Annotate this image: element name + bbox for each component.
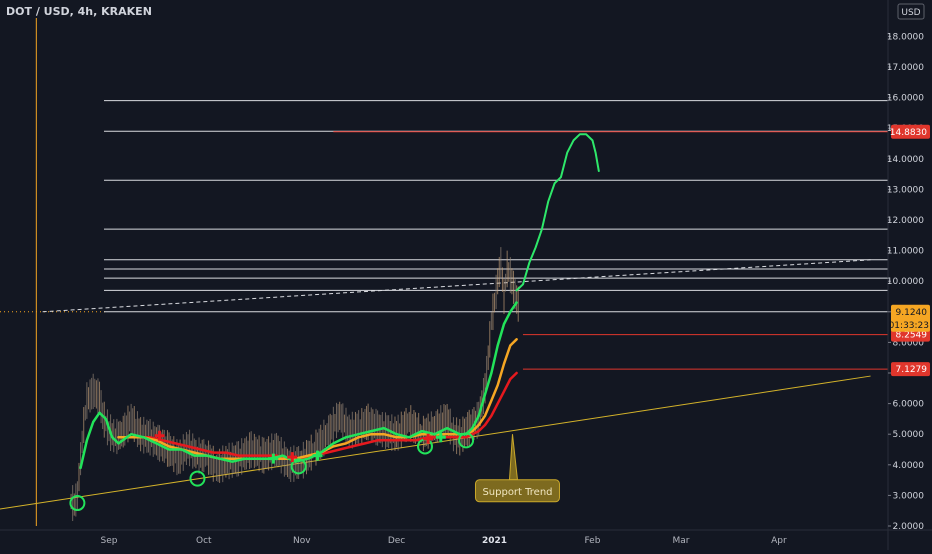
- dashed-trend-line: [42, 259, 871, 313]
- y-tick-label: 2.0000: [893, 522, 925, 532]
- level-price-tag: [891, 362, 930, 377]
- current-price-tag: [891, 304, 930, 332]
- x-tick-label: Nov: [293, 536, 311, 546]
- y-tick-label: 11.0000: [887, 247, 924, 257]
- y-tick-label: 10.0000: [887, 277, 924, 287]
- ma-fast-line: [79, 301, 518, 470]
- ma-mid-line: [117, 338, 518, 460]
- y-tick-label: 16.0000: [887, 94, 924, 104]
- currency-button-label[interactable]: USD: [901, 8, 920, 18]
- x-tick-label: Oct: [196, 536, 212, 546]
- currency-button[interactable]: USD: [897, 3, 925, 20]
- y-tick-label: 6.0000: [893, 400, 925, 410]
- target-price-tag-label: 14.8830: [890, 128, 927, 138]
- y-tick-label: 14.0000: [887, 155, 924, 165]
- y-tick-label: 13.0000: [887, 185, 924, 195]
- touch-circle: [458, 432, 475, 449]
- level-price-tag-label: 8.2549: [896, 331, 928, 341]
- countdown-label: 01:33:23: [889, 321, 929, 331]
- projection-line: [515, 133, 600, 292]
- drawing-layer: [0, 18, 888, 526]
- level-price-tag-label: 7.1279: [896, 365, 928, 375]
- support-annotation-label: Support Trend: [482, 487, 552, 498]
- x-tick-label: Apr: [771, 536, 787, 546]
- signal-cross: [268, 453, 279, 464]
- marks-layer: Support Trend: [69, 430, 560, 512]
- x-tick-label: Sep: [101, 536, 118, 546]
- support-trend-line: [0, 375, 871, 510]
- signal-cross: [154, 430, 165, 441]
- y-tick-label: 5.0000: [893, 430, 925, 440]
- touch-circle: [290, 458, 307, 475]
- signal-cross: [312, 450, 323, 461]
- signal-cross: [287, 452, 298, 463]
- signal-cross: [423, 433, 434, 444]
- y-tick-label: 12.0000: [887, 216, 924, 226]
- ma-slow-line: [136, 371, 518, 460]
- x-tick-label: Feb: [585, 536, 601, 546]
- y-tick-label: 4.0000: [893, 461, 925, 471]
- current-price-label: 9.1240: [896, 308, 928, 318]
- series-layer: [70, 133, 600, 522]
- y-tick-label: 18.0000: [887, 32, 924, 42]
- chart-title: DOT / USD, 4h, KRAKEN: [6, 5, 152, 18]
- x-tick-label: Mar: [672, 536, 689, 546]
- support-annotation-box: [474, 479, 560, 503]
- touch-circle: [189, 470, 206, 487]
- y-tick-label: 3.0000: [893, 491, 925, 501]
- x-tick-label: 2021: [482, 536, 507, 546]
- touch-circle: [69, 495, 86, 512]
- x-tick-label: Dec: [388, 536, 405, 546]
- y-tick-label: 17.0000: [887, 63, 924, 73]
- y-tick-label: 8.0000: [893, 338, 925, 348]
- signal-cross: [435, 432, 446, 443]
- target-price-tag: [891, 124, 930, 139]
